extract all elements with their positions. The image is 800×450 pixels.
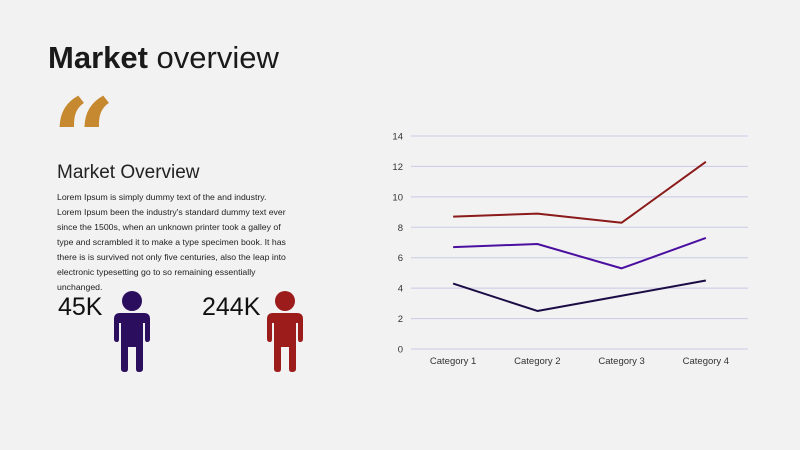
quote-icon: “ [52, 74, 116, 203]
person-head [275, 291, 295, 311]
line-chart: 0 2 4 6 8 10 12 14 Category 1 Category 2 Category … [392, 132, 748, 367]
series-line-3 [452, 279, 707, 312]
person-icon [114, 291, 150, 372]
series-line-2 [453, 236, 707, 270]
stat-value-2: 244K [202, 293, 261, 321]
x-tick-label: Category 3 [598, 356, 644, 367]
x-tick-label: Category 2 [514, 356, 560, 367]
y-tick-label: 8 [398, 223, 403, 234]
y-tick-label: 2 [398, 314, 403, 325]
y-tick-label: 10 [392, 192, 403, 203]
y-tick-label: 4 [398, 284, 403, 295]
person-head [122, 291, 142, 311]
person-icon [267, 291, 303, 372]
page-title-rest: overview [147, 40, 279, 75]
body-paragraph: Lorem Ipsum is simply dummy text of the … [57, 192, 286, 292]
page-title-bold: Market [48, 40, 148, 75]
y-tick-label: 0 [398, 345, 403, 356]
series-line-1 [453, 161, 707, 224]
x-tick-label: Category 1 [430, 356, 476, 367]
y-tick-label: 14 [392, 132, 403, 143]
page-title: Market overview [48, 40, 279, 76]
stat-value-1: 45K [58, 293, 103, 321]
y-tick-label: 12 [392, 162, 403, 173]
y-tick-label: 6 [398, 253, 403, 264]
person-body [267, 313, 303, 372]
section-subtitle: Market Overview [57, 162, 200, 183]
person-body [114, 313, 150, 372]
x-tick-label: Category 4 [683, 356, 729, 367]
